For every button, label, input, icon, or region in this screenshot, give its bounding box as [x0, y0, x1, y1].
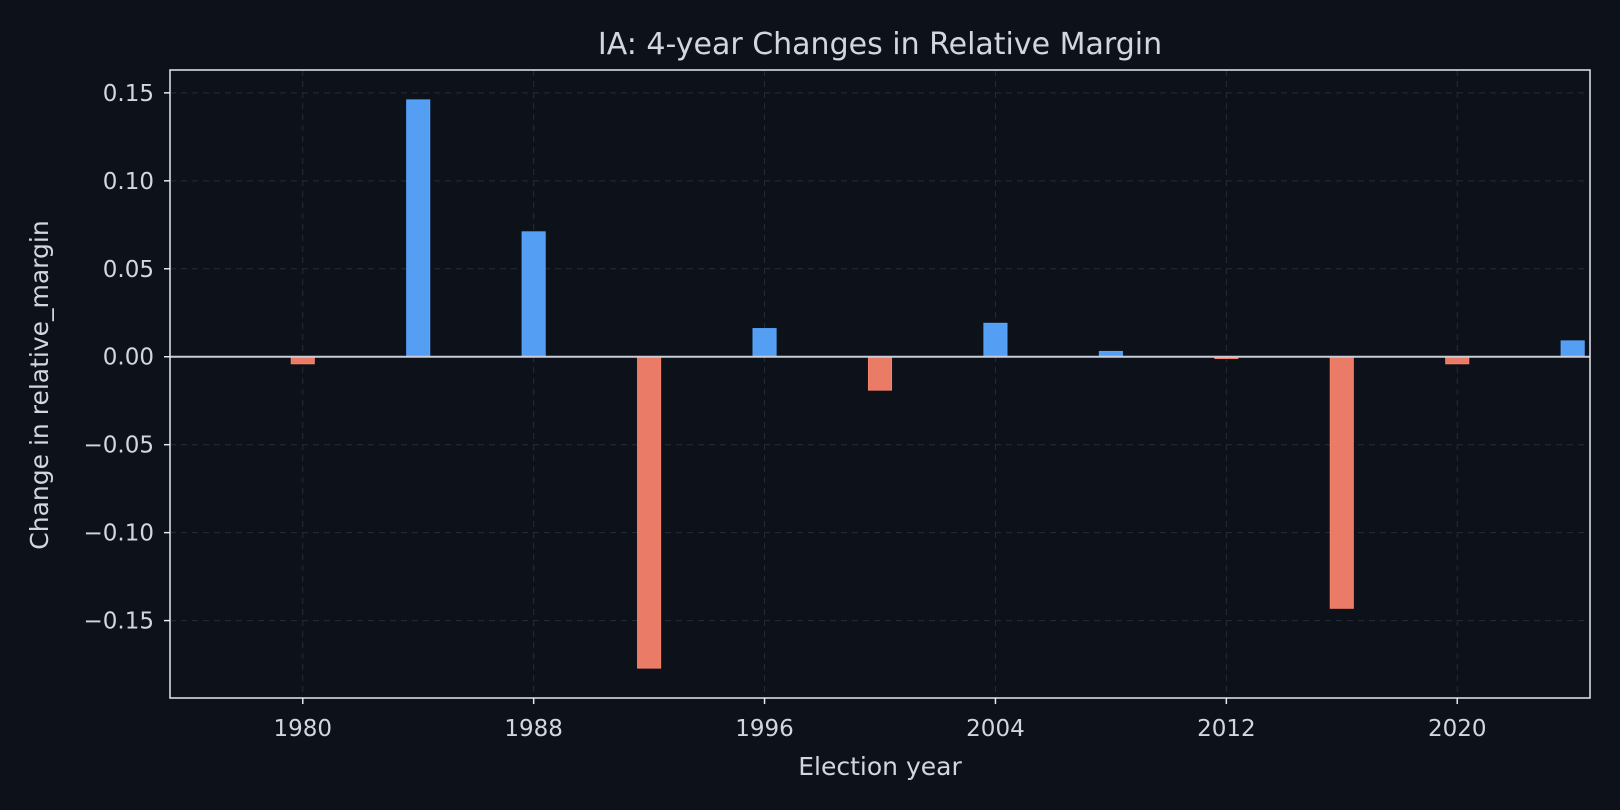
- y-tick-label: 0.15: [103, 81, 154, 107]
- bar-2024: [1560, 340, 1585, 358]
- y-tick-label: 0.00: [103, 345, 154, 371]
- x-tick-label: 1980: [273, 716, 332, 742]
- bar-1984: [406, 99, 431, 358]
- bar-1988: [521, 231, 546, 358]
- bar-1992: [637, 356, 662, 669]
- x-tick-label: 2020: [1428, 716, 1487, 742]
- y-tick-label: 0.05: [103, 257, 154, 283]
- bar-1996: [752, 328, 777, 358]
- bar-2020: [1445, 356, 1470, 365]
- y-tick-label: 0.10: [103, 169, 154, 195]
- bar-2004: [983, 322, 1008, 358]
- x-tick-label: 1996: [735, 716, 794, 742]
- y-tick-label: −0.15: [84, 609, 154, 635]
- plot-frame: [169, 69, 1591, 699]
- x-tick-label: 2012: [1197, 716, 1256, 742]
- bar-1980: [290, 356, 315, 365]
- x-axis-title: Election year: [798, 752, 962, 781]
- y-tick-label: −0.05: [84, 433, 154, 459]
- x-tick-label: 1988: [504, 716, 563, 742]
- x-axis-ticks: 1980 1988 1996 2004 2012 2020: [273, 698, 1487, 742]
- y-axis-title: Change in relative_margin: [25, 220, 54, 549]
- bar-2016: [1329, 356, 1354, 609]
- y-axis-ticks: 0.15 0.10 0.05 0.00 −0.05 −0.10 −0.15: [84, 81, 170, 635]
- y-tick-label: −0.10: [84, 521, 154, 547]
- bars: [290, 99, 1585, 669]
- chart-title: IA: 4-year Changes in Relative Margin: [598, 27, 1162, 62]
- x-tick-label: 2004: [966, 716, 1025, 742]
- bar-2000: [867, 356, 893, 391]
